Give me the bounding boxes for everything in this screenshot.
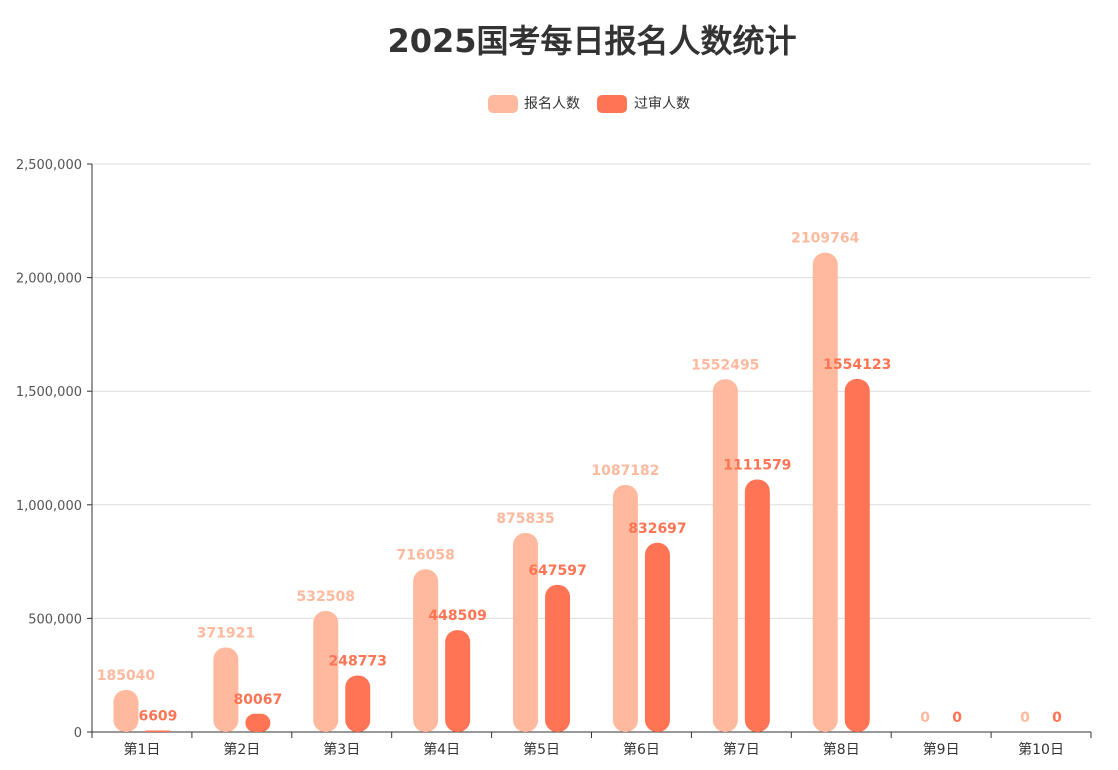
bar <box>345 675 371 732</box>
data-label: 0 <box>1020 710 1030 726</box>
bar <box>313 611 339 732</box>
x-tick-label: 第3日 <box>323 741 360 758</box>
legend-swatch <box>488 95 518 113</box>
bar <box>413 569 439 732</box>
data-label: 185040 <box>97 668 156 684</box>
x-tick-label: 第10日 <box>1018 741 1064 758</box>
x-tick-label: 第9日 <box>923 741 960 758</box>
legend-swatch <box>597 95 627 113</box>
bar <box>445 630 471 732</box>
bar <box>744 479 770 732</box>
data-label: 0 <box>920 710 930 726</box>
x-tick-label: 第4日 <box>423 741 460 758</box>
data-label: 1087182 <box>591 463 659 479</box>
y-axis: 0 500,000 1,000,000 1,500,000 2,000,000 2,500… <box>16 158 93 741</box>
x-tick-label: 第6日 <box>623 741 660 758</box>
x-tick-label: 第1日 <box>123 741 160 758</box>
bar <box>513 533 539 732</box>
x-tick-label: 第5日 <box>523 741 560 758</box>
data-labels: 185040 371921 532508 716058 875835 1087182 155… <box>97 231 1062 726</box>
bar <box>844 378 870 732</box>
bar <box>612 484 638 732</box>
chart-title: 2025国考每日报名人数统计 <box>387 22 796 60</box>
bar <box>644 542 670 732</box>
data-label: 832697 <box>628 521 686 537</box>
y-tick-label: 1,000,000 <box>16 499 82 514</box>
bar <box>113 689 139 732</box>
data-label: 0 <box>1052 710 1062 726</box>
data-label: 80067 <box>233 692 282 708</box>
legend: 报名人数 过审人数 <box>488 95 690 113</box>
y-tick-label: 1,500,000 <box>16 385 82 400</box>
x-tick-label: 第8日 <box>823 741 860 758</box>
bar <box>213 647 239 732</box>
bar <box>712 379 738 732</box>
x-tick-label: 第7日 <box>723 741 760 758</box>
x-tick-label: 第2日 <box>223 741 260 758</box>
data-label: 875835 <box>496 511 554 527</box>
data-label: 1554123 <box>823 357 891 373</box>
legend-label: 过审人数 <box>634 96 690 112</box>
data-label: 2109764 <box>791 231 859 247</box>
y-tick-label: 2,000,000 <box>16 272 82 287</box>
bar <box>245 713 271 732</box>
bars <box>113 252 870 732</box>
data-label: 1552495 <box>691 357 759 373</box>
data-label: 647597 <box>528 563 586 579</box>
gridlines <box>92 163 1091 619</box>
y-tick-label: 500,000 <box>28 612 82 627</box>
x-axis: 第1日 第2日 第3日 第4日 第5日 第6日 第7日 第8日 第9日 第10日 <box>91 731 1092 758</box>
y-tick-label: 0 <box>74 726 82 741</box>
bar <box>812 252 838 732</box>
bar <box>145 730 171 732</box>
legend-item[interactable]: 报名人数 <box>488 95 580 113</box>
legend-label: 报名人数 <box>524 96 580 112</box>
data-label: 716058 <box>396 547 454 563</box>
data-label: 532508 <box>297 589 355 605</box>
data-label: 6609 <box>138 708 177 724</box>
data-label: 248773 <box>329 653 387 669</box>
legend-item[interactable]: 过审人数 <box>597 95 690 113</box>
data-label: 371921 <box>197 625 255 641</box>
data-label: 448509 <box>428 608 486 624</box>
data-label: 1111579 <box>723 457 791 473</box>
bar <box>545 584 571 732</box>
y-tick-label: 2,500,000 <box>16 158 82 173</box>
data-label: 0 <box>952 710 962 726</box>
